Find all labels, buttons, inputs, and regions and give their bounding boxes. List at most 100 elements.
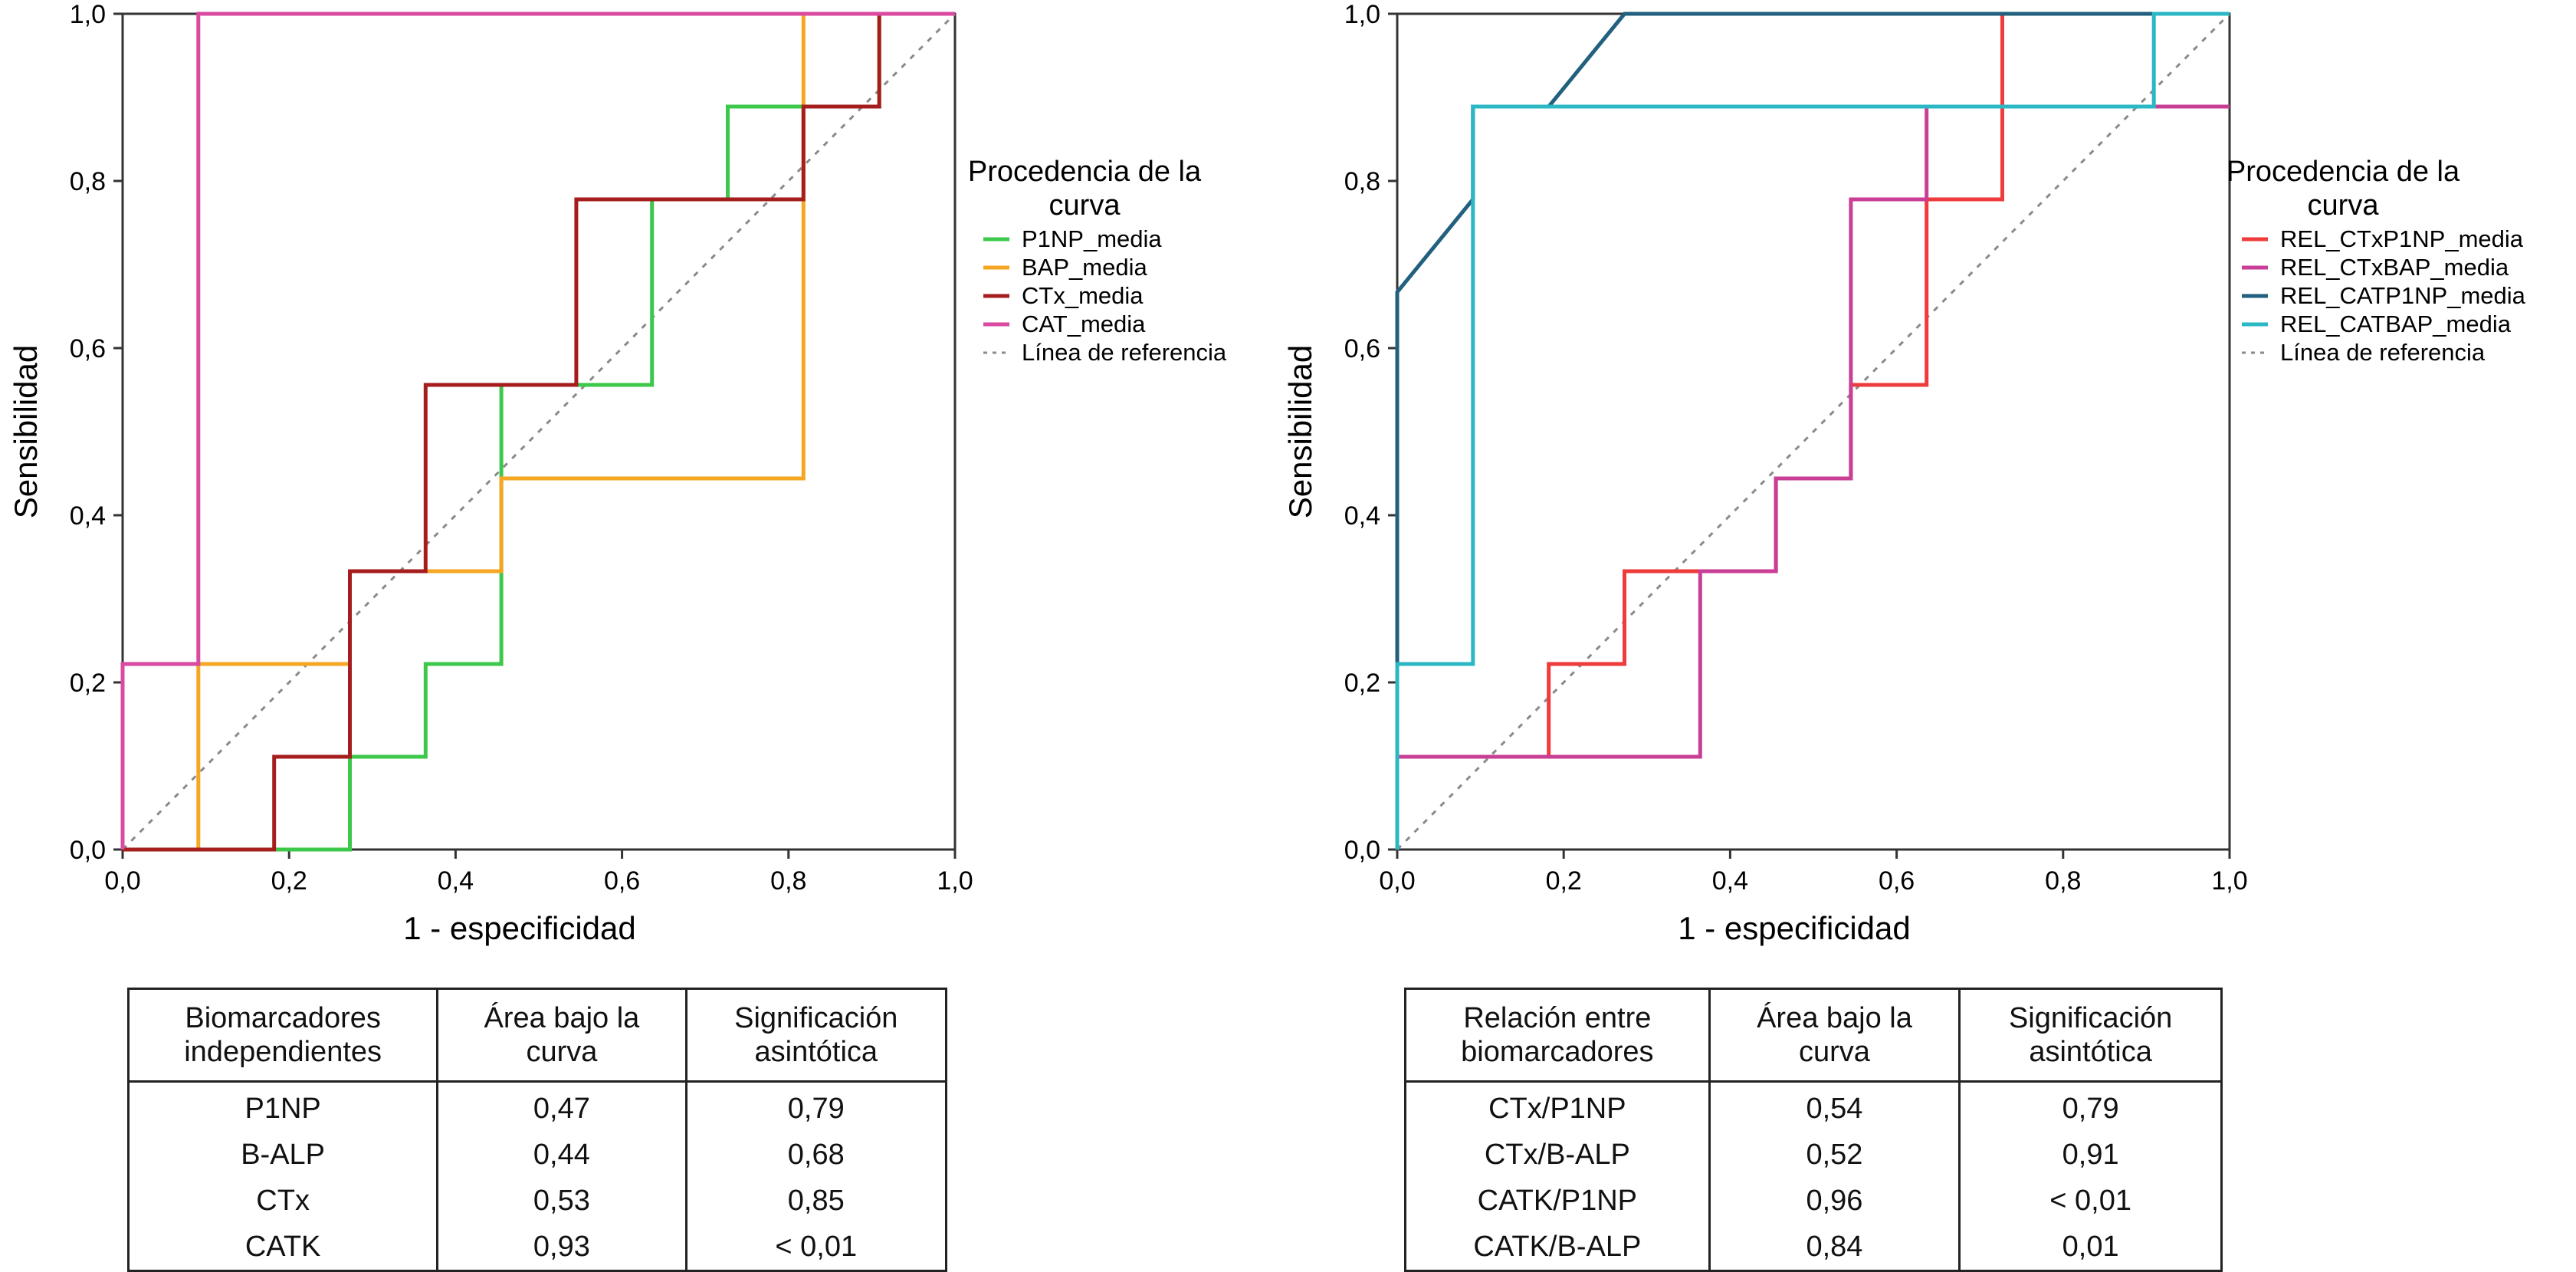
y-tick-label: 0,6	[1344, 334, 1380, 363]
reference-line	[121, 12, 957, 851]
cell-auc: 0,54	[1708, 1081, 1961, 1132]
header-significance: Significación asintótica	[684, 988, 948, 1083]
cell-auc: 0,47	[436, 1081, 687, 1132]
y-tick-label: 0,2	[1344, 669, 1380, 698]
table-row: B-ALP 0,44 0,68	[126, 1132, 948, 1178]
legend-label: BAP_media	[1022, 254, 1147, 281]
cell-significance: 0,91	[1958, 1132, 2223, 1178]
cell-auc: 0,96	[1708, 1178, 1961, 1224]
header-auc: Área bajo la curva	[436, 988, 687, 1083]
legend-title: curva	[2308, 189, 2380, 222]
x-tick-label: 0,0	[1379, 866, 1415, 896]
legend-title: curva	[1049, 189, 1121, 222]
x-tick-label: 0,8	[770, 866, 806, 896]
cell-significance: 0,79	[1958, 1081, 2223, 1132]
cell-marker: CATK/P1NP	[1404, 1178, 1711, 1224]
header-biomarkers: Biomarcadores independientes	[126, 988, 439, 1083]
legend-label: P1NP_media	[1022, 225, 1162, 252]
cell-marker: CATK/B-ALP	[1404, 1224, 1711, 1272]
table-row: CTx/B-ALP 0,52 0,91	[1404, 1132, 2223, 1178]
table-biomarker-ratios: Relación entre biomarcadores Área bajo la…	[1404, 988, 2223, 1272]
x-tick-label: 0,6	[604, 866, 640, 896]
y-tick-label: 0,4	[1344, 501, 1380, 531]
x-axis-title: 1 - especificidad	[403, 910, 636, 946]
y-tick-label: 0,8	[70, 167, 106, 196]
cell-marker: CATK	[126, 1224, 439, 1272]
header-line: independientes	[184, 1036, 382, 1068]
cell-auc: 0,93	[436, 1224, 687, 1272]
cell-significance: 0,79	[684, 1081, 948, 1132]
x-tick-label: 1,0	[937, 866, 973, 896]
x-tick-label: 0,6	[1879, 866, 1915, 896]
legend-title: Procedencia de la	[2227, 156, 2460, 188]
legend-label: CTx_media	[1022, 282, 1144, 309]
cell-marker: CTx/P1NP	[1404, 1081, 1711, 1132]
y-tick-label: 0,0	[1344, 836, 1380, 865]
y-axis-title: Sensibilidad	[8, 345, 44, 519]
y-tick-label: 1,0	[70, 0, 106, 29]
y-tick-label: 0,6	[70, 334, 106, 363]
legend-label: CAT_media	[1022, 311, 1146, 337]
legend-title: Procedencia de la	[968, 156, 1202, 188]
reference-line	[1396, 12, 2231, 851]
table-header-row: Relación entre biomarcadores Área bajo la…	[1404, 988, 2223, 1083]
table-row: CATK/P1NP 0,96 < 0,01	[1404, 1178, 2223, 1224]
cell-auc: 0,44	[436, 1132, 687, 1178]
cell-significance: < 0,01	[1958, 1178, 2223, 1224]
series-line-REL_CATBAP_media	[1395, 12, 2230, 850]
cell-auc: 0,52	[1708, 1132, 1961, 1178]
series-line-CTx_media	[123, 12, 955, 852]
x-tick-label: 0,0	[104, 866, 140, 896]
legend-label: REL_CTxBAP_media	[2280, 254, 2509, 281]
x-tick-label: 1,0	[2211, 866, 2247, 896]
legend-label: Línea de referencia	[2280, 339, 2486, 366]
cell-significance: 0,85	[684, 1178, 948, 1224]
header-line: Área bajo la	[1757, 1002, 1912, 1034]
header-line: biomarcadores	[1461, 1036, 1654, 1068]
header-line: Relación entre	[1463, 1002, 1652, 1034]
legend-label: REL_CTxP1NP_media	[2280, 225, 2524, 252]
legend-label: Línea de referencia	[1022, 339, 1227, 366]
header-significance: Significación asintótica	[1958, 988, 2223, 1083]
cell-marker: P1NP	[126, 1081, 439, 1132]
x-tick-label: 0,4	[438, 866, 474, 896]
header-line: Biomarcadores	[185, 1002, 381, 1034]
table-row: CATK 0,93 < 0,01	[126, 1224, 948, 1272]
header-line: asintótica	[2029, 1036, 2152, 1068]
table-row: CATK/B-ALP 0,84 0,01	[1404, 1224, 2223, 1272]
y-axis-title: Sensibilidad	[1282, 345, 1318, 519]
header-line: Significación	[734, 1002, 898, 1034]
table-row: CTx/P1NP 0,54 0,79	[1404, 1081, 2223, 1132]
y-tick-label: 0,4	[70, 501, 106, 531]
y-tick-label: 0,0	[70, 836, 106, 865]
y-tick-label: 1,0	[1344, 0, 1380, 29]
y-tick-label: 0,8	[1344, 167, 1380, 196]
x-axis-title: 1 - especificidad	[1678, 910, 1911, 946]
series-line-REL_CTxP1NP_media	[1397, 12, 2230, 759]
roc-chart-2: 0,0 0,2 0,4 0,6 0,8 1,0 0,0 0,2 0,4 0,6 0,8 1,0 1 - …	[1282, 0, 2526, 946]
header-line: curva	[526, 1036, 598, 1068]
cell-marker: CTx	[126, 1178, 439, 1224]
y-tick-label: 0,2	[70, 669, 106, 698]
cell-marker: CTx/B-ALP	[1404, 1132, 1711, 1178]
cell-significance: 0,68	[684, 1132, 948, 1178]
legend-label: REL_CATBAP_media	[2280, 311, 2512, 337]
x-tick-label: 0,8	[2045, 866, 2081, 896]
header-auc: Área bajo la curva	[1708, 988, 1961, 1083]
header-line: asintótica	[754, 1036, 878, 1068]
cell-significance: 0,01	[1958, 1224, 2223, 1272]
x-tick-label: 0,2	[1546, 866, 1582, 896]
table-row: P1NP 0,47 0,79	[126, 1081, 948, 1132]
legend-label: REL_CATP1NP_media	[2280, 282, 2526, 309]
header-line: curva	[1799, 1036, 1870, 1068]
table-header-row: Biomarcadores independientes Área bajo la…	[126, 988, 948, 1083]
cell-auc: 0,84	[1708, 1224, 1961, 1272]
header-line: Área bajo la	[484, 1002, 640, 1034]
series-line-CAT_media	[120, 12, 955, 850]
cell-significance: < 0,01	[684, 1224, 948, 1272]
cell-auc: 0,53	[436, 1178, 687, 1224]
x-tick-label: 0,4	[1712, 866, 1748, 896]
roc-chart-1: 0,0 0,2 0,4 0,6 0,8 1,0 0,0 0,2 0,4 0,6 0,8 1,0 1 - …	[8, 0, 1227, 946]
table-independent-biomarkers: Biomarcadores independientes Área bajo la…	[126, 988, 948, 1272]
